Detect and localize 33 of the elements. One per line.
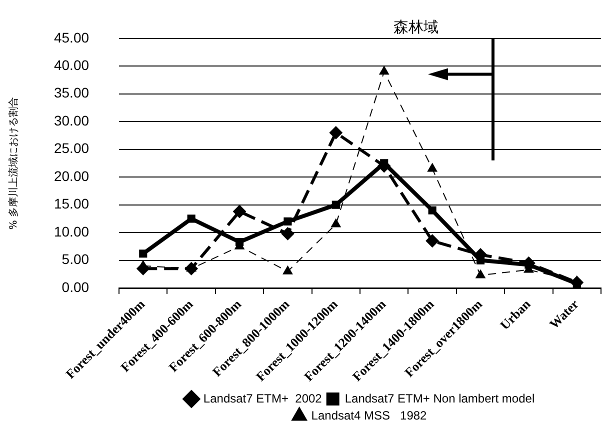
y-tick-label: 30.00 — [54, 112, 90, 128]
y-tick-label: 5.00 — [62, 251, 90, 268]
point — [332, 200, 340, 209]
y-tick-label: 0.00 — [62, 278, 90, 295]
point — [476, 270, 486, 278]
text: 森林域 — [394, 18, 439, 36]
legend-label: Landsat7 ETM+ Non lambert model — [344, 391, 535, 406]
legend-label: Landsat7 ETM+ 2002 — [203, 391, 322, 406]
point — [329, 126, 342, 140]
point — [428, 206, 436, 214]
point — [235, 238, 244, 246]
point — [379, 66, 389, 75]
y-tick-label: 10.00 — [54, 223, 90, 240]
point — [282, 266, 293, 274]
y-axis-title: % 多摩川上流域における割合 — [8, 96, 20, 230]
point — [139, 250, 148, 258]
legend-label: Landsat4 MSS 1982 — [311, 408, 428, 422]
point — [284, 217, 292, 226]
point — [426, 234, 439, 248]
point — [233, 204, 246, 218]
point — [378, 159, 391, 172]
point — [184, 262, 198, 276]
y-tick-label: 20.00 — [54, 168, 90, 184]
point — [281, 227, 294, 240]
y-tick-label: 35.00 — [54, 84, 90, 101]
point — [427, 163, 438, 172]
y-tick-label: 45.00 — [54, 29, 90, 46]
point — [136, 262, 150, 276]
y-tick-label: 15.00 — [54, 196, 90, 212]
point — [187, 214, 196, 223]
y-tick-label: 25.00 — [54, 140, 90, 156]
point — [331, 218, 341, 228]
y-tick-label: 40.00 — [54, 56, 90, 73]
